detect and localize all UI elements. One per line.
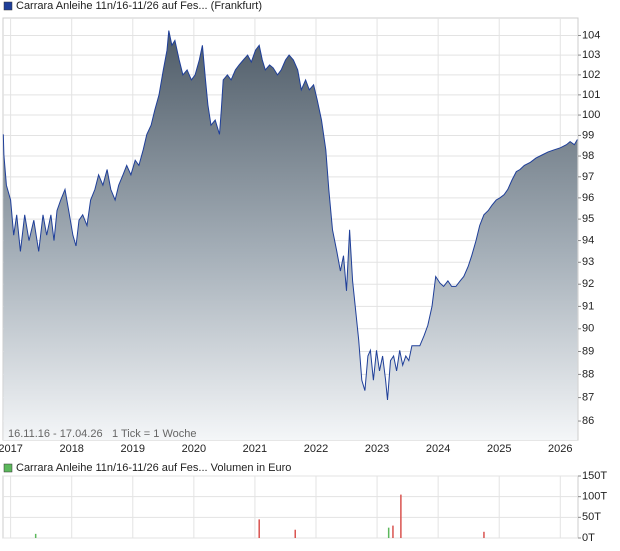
legend-swatch bbox=[3, 1, 13, 11]
y-tick-label: 97 bbox=[582, 171, 594, 183]
y-tick-label: 86 bbox=[582, 415, 594, 427]
bar bbox=[258, 519, 260, 538]
bar bbox=[294, 529, 296, 538]
x-tick-label: 2022 bbox=[304, 443, 328, 455]
bar bbox=[387, 527, 390, 538]
legend-label: Carrara Anleihe 11n/16-11/26 auf Fes... … bbox=[16, 0, 262, 12]
y-tick-label: 103 bbox=[582, 49, 600, 61]
y-tick-label: 0T bbox=[582, 532, 595, 544]
y-tick-label: 50T bbox=[582, 511, 601, 523]
x-tick-label: 2023 bbox=[365, 443, 389, 455]
annotation: 1 Tick = 1 Woche bbox=[112, 428, 196, 440]
area bbox=[3, 30, 578, 440]
x-tick-label: 2018 bbox=[59, 443, 83, 455]
y-tick-label: 87 bbox=[582, 391, 594, 403]
y-tick-label: 90 bbox=[582, 323, 594, 335]
y-tick-label: 104 bbox=[582, 29, 600, 41]
x-tick-label: 2026 bbox=[548, 443, 572, 455]
bar bbox=[400, 494, 402, 538]
bar bbox=[483, 531, 485, 538]
x-tick-label: 2019 bbox=[121, 443, 145, 455]
y-tick-label: 101 bbox=[582, 89, 600, 101]
y-tick-label: 150T bbox=[582, 470, 607, 482]
y-tick-label: 102 bbox=[582, 69, 600, 81]
x-tick-label: 2024 bbox=[426, 443, 450, 455]
y-tick-label: 98 bbox=[582, 150, 594, 162]
legend-label: Carrara Anleihe 11n/16-11/26 auf Fes... … bbox=[16, 462, 291, 474]
plot-frame bbox=[2, 475, 579, 539]
x-tick-label: 2020 bbox=[182, 443, 206, 455]
y-tick-label: 99 bbox=[582, 129, 594, 141]
y-tick-label: 100T bbox=[582, 491, 607, 503]
y-tick-label: 93 bbox=[582, 256, 594, 268]
y-tick-label: 91 bbox=[582, 300, 594, 312]
y-tick-label: 100 bbox=[582, 109, 600, 121]
x-tick-label: 2021 bbox=[243, 443, 267, 455]
x-tick-label: 2025 bbox=[487, 443, 511, 455]
y-tick-label: 89 bbox=[582, 345, 594, 357]
y-tick-label: 95 bbox=[582, 213, 594, 225]
bar bbox=[392, 525, 394, 538]
y-tick-label: 92 bbox=[582, 278, 594, 290]
legend-swatch bbox=[3, 463, 13, 473]
y-tick-label: 96 bbox=[582, 192, 594, 204]
annotation: 16.11.16 - 17.04.26 bbox=[8, 428, 103, 440]
x-tick-label: 2017 bbox=[0, 443, 23, 455]
line bbox=[2, 30, 578, 400]
y-tick-label: 88 bbox=[582, 368, 594, 380]
bar bbox=[34, 533, 37, 538]
y-tick-label: 94 bbox=[582, 234, 594, 246]
